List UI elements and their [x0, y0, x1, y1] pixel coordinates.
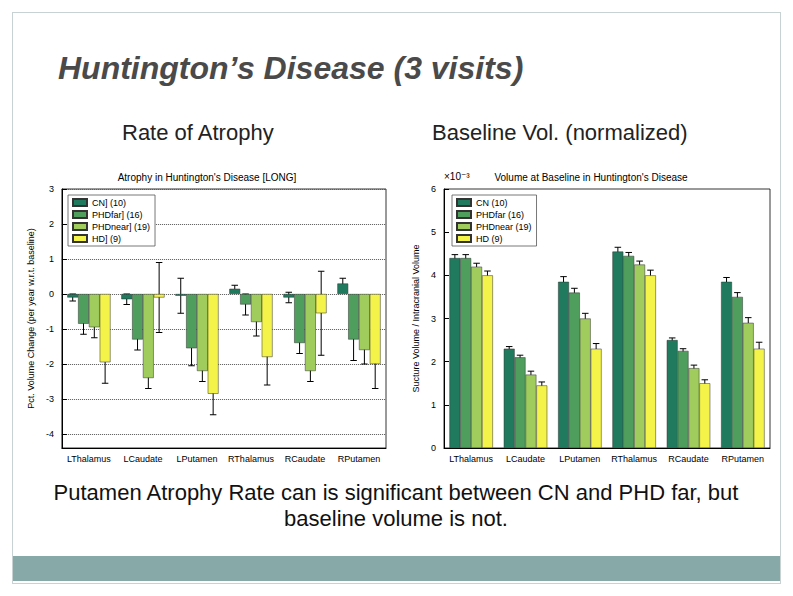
- svg-text:HD (9): HD (9): [476, 234, 503, 244]
- svg-text:LCaudate: LCaudate: [506, 454, 545, 464]
- svg-text:RCaudate: RCaudate: [285, 454, 326, 464]
- svg-text:Sucture Volume / Intracranial: Sucture Volume / Intracranial Volume: [411, 244, 421, 392]
- svg-text:CN] (10): CN] (10): [92, 198, 126, 208]
- html-text:Baseline Vol. (normalized): Baseline Vol. (normalized): [432, 120, 688, 145]
- svg-text:Pct. Volume Change (per year w: Pct. Volume Change (per year w.r.t. base…: [26, 228, 36, 409]
- svg-text:Volume at Baseline in Huntingt: Volume at Baseline in Huntington's Disea…: [494, 172, 688, 183]
- svg-text:HD] (9): HD] (9): [92, 234, 121, 244]
- svg-text:LCaudate: LCaudate: [123, 454, 162, 464]
- svg-text:5: 5: [431, 227, 436, 237]
- svg-text:1: 1: [431, 400, 436, 410]
- svg-text:PHDnear (19): PHDnear (19): [476, 222, 532, 232]
- svg-text:LPutamen: LPutamen: [559, 454, 600, 464]
- svg-text:6: 6: [431, 184, 436, 194]
- svg-text:Atrophy in Huntington's Diseas: Atrophy in Huntington's Disease [LONG]: [118, 172, 297, 183]
- svg-text:3: 3: [431, 314, 436, 324]
- html-text:Huntington’s Disease (3 visits: Huntington’s Disease (3 visits): [58, 50, 524, 86]
- svg-text:RThalamus: RThalamus: [228, 454, 274, 464]
- html-text:Putamen Atrophy Rate can is si: Putamen Atrophy Rate can is significant …: [53, 480, 739, 531]
- svg-text:PHDfar (16): PHDfar (16): [476, 210, 524, 220]
- svg-text:-3: -3: [46, 394, 54, 404]
- svg-text:LPutamen: LPutamen: [176, 454, 217, 464]
- svg-text:LThalamus: LThalamus: [449, 454, 493, 464]
- svg-text:2: 2: [49, 219, 54, 229]
- svg-text:LThalamus: LThalamus: [67, 454, 111, 464]
- svg-text:0: 0: [431, 443, 436, 453]
- svg-text:RPutamen: RPutamen: [722, 454, 765, 464]
- svg-text:PHDnear] (19): PHDnear] (19): [92, 222, 150, 232]
- svg-text:RPutamen: RPutamen: [338, 454, 381, 464]
- svg-text:-2: -2: [46, 359, 54, 369]
- svg-text:2: 2: [431, 357, 436, 367]
- svg-text:RCaudate: RCaudate: [668, 454, 709, 464]
- svg-text:RThalamus: RThalamus: [611, 454, 657, 464]
- svg-text:CN (10): CN (10): [476, 198, 508, 208]
- svg-text:PHDfar] (16): PHDfar] (16): [92, 210, 143, 220]
- html-text:Rate of Atrophy: Rate of Atrophy: [122, 120, 274, 145]
- svg-text:3: 3: [49, 184, 54, 194]
- svg-text:0: 0: [49, 289, 54, 299]
- svg-text:×10⁻³: ×10⁻³: [444, 171, 470, 182]
- svg-text:-4: -4: [46, 429, 54, 439]
- svg-text:4: 4: [431, 270, 436, 280]
- svg-text:1: 1: [49, 254, 54, 264]
- svg-text:-1: -1: [46, 324, 54, 334]
